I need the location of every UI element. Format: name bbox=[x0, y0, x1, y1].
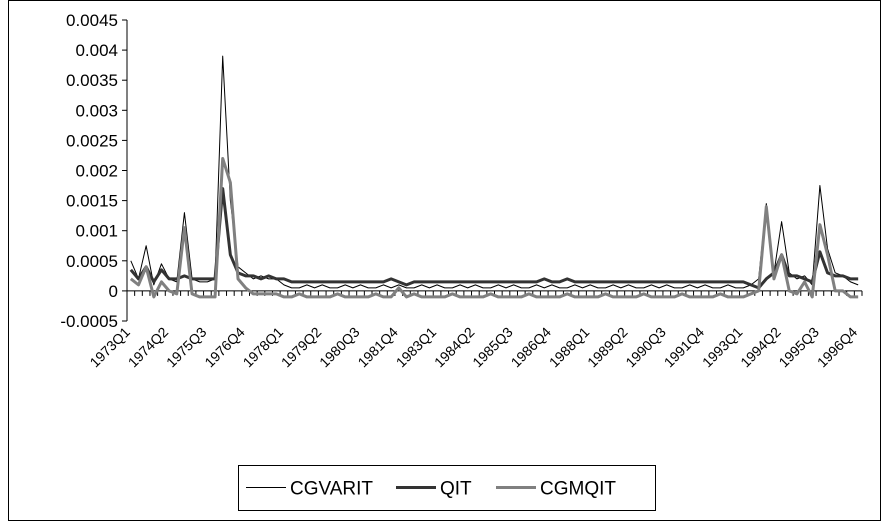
line-series bbox=[129, 187, 859, 290]
y-tick-label: 0.0025 bbox=[66, 131, 118, 150]
y-tick-label: 0.001 bbox=[75, 222, 118, 241]
y-tick-label: -0.0005 bbox=[60, 312, 118, 331]
y-tick-label: 0.004 bbox=[75, 41, 118, 60]
line-series bbox=[130, 55, 859, 289]
legend-label: QIT bbox=[440, 479, 472, 500]
y-tick-label: 0.003 bbox=[75, 101, 118, 120]
y-tick-label: 0.0035 bbox=[66, 71, 118, 90]
y-tick-label: 0.0045 bbox=[66, 11, 118, 30]
chart-frame bbox=[8, 0, 881, 521]
y-tick-label: 0.0005 bbox=[66, 252, 118, 271]
y-tick-label: 0.0015 bbox=[66, 192, 118, 211]
y-tick-label: 0.002 bbox=[75, 162, 118, 181]
legend-box bbox=[238, 465, 656, 511]
line-series bbox=[129, 156, 859, 299]
legend-label: CGVARIT bbox=[290, 479, 373, 500]
legend-label: CGMQIT bbox=[540, 479, 616, 500]
y-tick-label: 0 bbox=[109, 282, 118, 301]
